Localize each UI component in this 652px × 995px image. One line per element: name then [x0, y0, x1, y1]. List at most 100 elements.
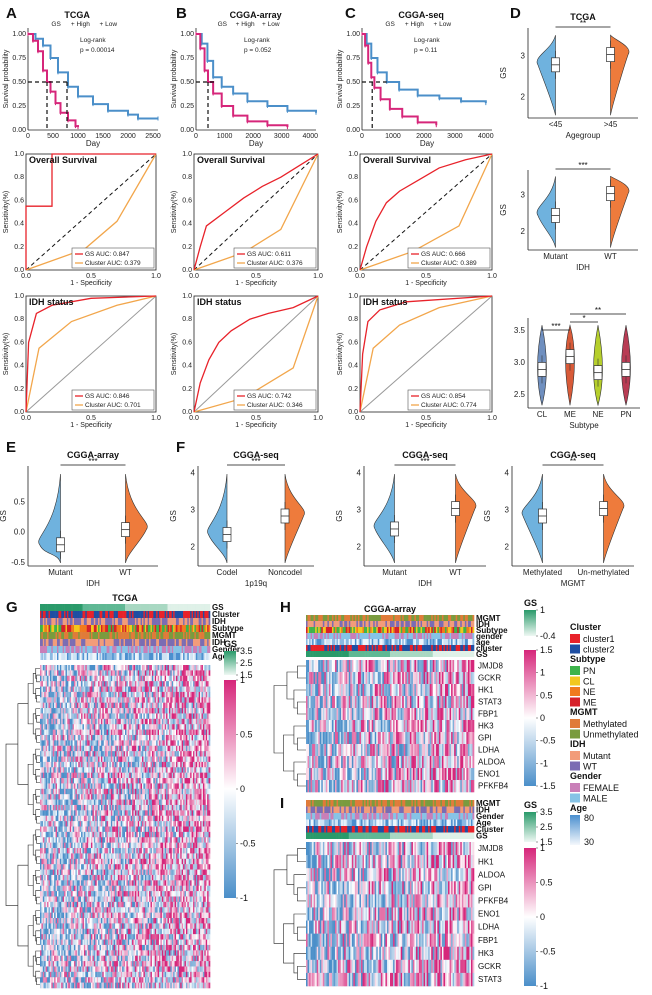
heatmap-G-cell [157, 702, 160, 709]
annotation-IDH [54, 639, 56, 646]
heatmap-G-cell [188, 675, 191, 682]
annotation-Age [48, 653, 51, 660]
annotation-Subtype [48, 625, 51, 632]
annotation-MGMT [163, 632, 165, 639]
heatmap-G-cell [168, 697, 171, 703]
heatmap-G-cell [92, 718, 95, 725]
heatmap-G-cell [123, 761, 126, 768]
heatmap-G-cell [149, 729, 151, 736]
annotation-GS [167, 604, 170, 611]
heatmap-G-cell [164, 756, 167, 763]
annotation-Subtype [86, 625, 89, 632]
km-ytick: 0.25 [12, 103, 26, 110]
annotation-Subtype [85, 625, 88, 632]
heatmap-G-cell [52, 702, 55, 709]
annotation-Cluster [102, 611, 105, 618]
violin-shape [536, 176, 556, 248]
heatmap-G-cell [115, 708, 117, 714]
heatmap-G-cell [108, 686, 110, 693]
heatmap-G-cell [140, 670, 143, 677]
heatmap-G-cell [207, 670, 209, 677]
annotation-Cluster [127, 611, 130, 618]
heatmap-G-cell [71, 772, 73, 779]
annotation-GS [140, 604, 143, 611]
heatmap-G-cell [115, 691, 117, 698]
annotation-Cluster [187, 611, 190, 618]
heatmap-G-cell [157, 670, 160, 677]
annotation-Gender [99, 646, 102, 653]
annotation-Subtype [156, 625, 158, 632]
annotation-IDH [91, 618, 93, 625]
annotation-Age [164, 653, 167, 660]
heatmap-G-cell [112, 718, 114, 725]
annotation-Cluster [183, 611, 185, 618]
heatmap-G-cell [177, 751, 180, 757]
heatmap-G-cell [133, 734, 136, 741]
heatmap-G-cell [195, 665, 198, 671]
heatmap-G-cell [187, 665, 190, 671]
heatmap-G-cell [191, 708, 194, 714]
heatmap-G-cell [132, 691, 134, 698]
heatmap-G-cell [167, 681, 170, 687]
heatmap-G-cell [146, 718, 148, 725]
heatmap-G-cell [59, 691, 62, 698]
annotation-IDH [88, 618, 90, 625]
annotation-Gender [69, 646, 72, 653]
annotation-MGMT [116, 632, 119, 639]
annotation-GS [157, 604, 160, 611]
heatmap-G-cell [150, 713, 153, 720]
heatmap-G-cell [149, 702, 151, 709]
annotation-Subtype [52, 625, 55, 632]
roc-xtick: 0.5 [251, 273, 261, 280]
heatmap-G-cell [95, 724, 97, 730]
heatmap-G-cell [52, 713, 55, 720]
heatmap-G-cell [130, 751, 133, 757]
heatmap-G-cell [193, 745, 195, 752]
heatmap-G-cell [81, 767, 83, 773]
heatmap-G-cell [51, 708, 54, 714]
heatmap-G-cell [65, 665, 68, 671]
annotation-GS [57, 604, 59, 611]
heatmap-G-cell [174, 761, 177, 768]
annotation-Gender [139, 646, 141, 653]
heatmap-G-cell [55, 740, 58, 747]
roc-ytick: 0.4 [14, 221, 24, 228]
annotation-Gender [159, 646, 161, 653]
heatmap-G-cell [71, 670, 73, 677]
km-pvalue: p = 0.00014 [80, 47, 115, 54]
roc-ytick: 0.4 [182, 221, 192, 228]
heatmap-G-cell [110, 734, 113, 741]
annotation-Cluster [51, 611, 54, 618]
heatmap-G-cell [134, 702, 137, 709]
heatmap-G-cell [129, 686, 131, 693]
heatmap-G-cell [156, 681, 158, 687]
annotation-Subtype [78, 625, 80, 632]
annotation-Cluster [72, 611, 75, 618]
heatmap-G-cell [161, 756, 164, 763]
heatmap-G-cell [204, 697, 207, 703]
heatmap-G-cell [150, 708, 153, 714]
annotation-Subtype [163, 625, 165, 632]
heatmap-G-cell [117, 718, 120, 725]
annotation-Subtype [207, 625, 209, 632]
annotation-Subtype [195, 625, 198, 632]
heatmap-G-cell [197, 740, 199, 747]
heatmap-G-cell [69, 665, 72, 671]
heatmap-G-cell [47, 718, 49, 725]
panel-label-B: B [176, 5, 187, 22]
heatmap-G-cell [187, 718, 190, 725]
heatmap-G-cell [40, 772, 42, 779]
heatmap-G-cell [205, 675, 208, 682]
heatmap-G-cell [157, 713, 160, 720]
heatmap-G-cell [92, 740, 95, 747]
heatmap-G-cell [65, 729, 68, 736]
heatmap-G-cell [89, 697, 92, 703]
heatmap-G-cell [95, 745, 97, 752]
annotation-GS [163, 604, 165, 611]
heatmap-G-cell [54, 761, 56, 768]
heatmap-G-cell [109, 740, 112, 747]
heatmap-G-cell [110, 708, 113, 714]
heatmap-G-cell [66, 686, 69, 693]
heatmap-G-cell [147, 681, 150, 687]
annotation-IDH [193, 639, 195, 646]
